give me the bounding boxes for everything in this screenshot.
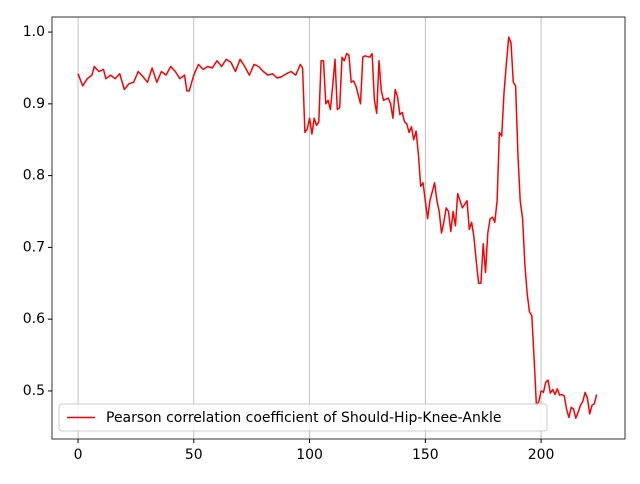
- x-tick-label: 200: [528, 447, 555, 463]
- y-tick-label: 0.6: [23, 311, 45, 327]
- x-tick-label: 50: [185, 447, 203, 463]
- x-tick-label: 150: [412, 447, 439, 463]
- line: [77, 36, 598, 419]
- legend-box: [58, 403, 548, 432]
- x-tick-label: 100: [296, 447, 323, 463]
- plot-frame: [51, 16, 626, 440]
- legend-label: Pearson correlation coefficient of Shoul…: [106, 410, 501, 426]
- y-tick-label: 0.9: [23, 96, 45, 112]
- y-tick-label: 0.7: [23, 239, 45, 255]
- y-tick-label: 0.5: [23, 383, 45, 399]
- y-tick-label: 1.0: [23, 24, 45, 40]
- x-tick-label: 0: [74, 447, 83, 463]
- y-tick-label: 0.8: [23, 168, 45, 184]
